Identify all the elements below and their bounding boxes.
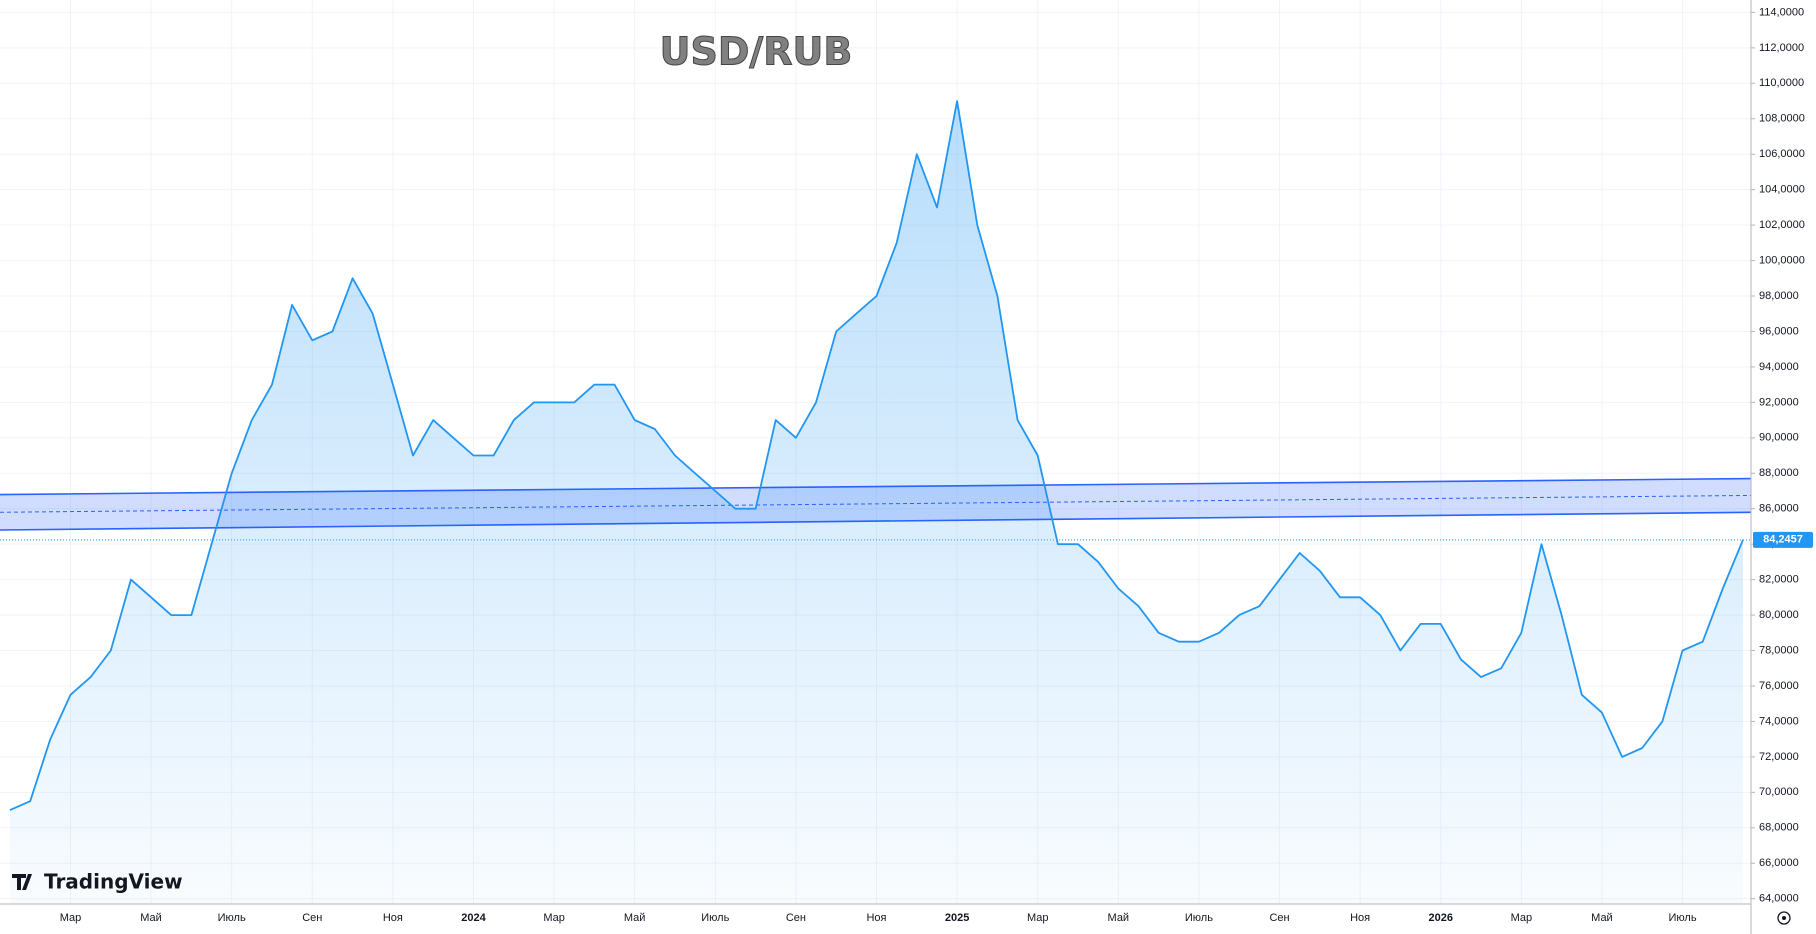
x-tick-label: Мар bbox=[543, 912, 565, 924]
y-tick-label: 80,0000 bbox=[1759, 609, 1799, 621]
y-tick-label: 82,0000 bbox=[1759, 574, 1799, 586]
x-tick-label: 2024 bbox=[461, 912, 486, 924]
logo: TradingView bbox=[12, 870, 183, 894]
y-tick-label: 110,0000 bbox=[1759, 77, 1804, 89]
y-tick-label: 88,0000 bbox=[1759, 467, 1799, 479]
y-tick-label: 112,0000 bbox=[1759, 42, 1804, 54]
y-tick-label: 64,0000 bbox=[1759, 893, 1799, 905]
settings-icon-dot[interactable] bbox=[1782, 916, 1786, 920]
x-tick-label: Ноя bbox=[866, 912, 886, 924]
y-tick-label: 100,0000 bbox=[1759, 254, 1805, 266]
area bbox=[10, 101, 1743, 904]
y-tick-label: 114,0000 bbox=[1759, 6, 1804, 18]
y-tick-label: 98,0000 bbox=[1759, 290, 1799, 302]
y-tick-label: 92,0000 bbox=[1759, 396, 1799, 408]
x-tick-label: Сен bbox=[302, 912, 322, 924]
axes: 64,0000 66,0000 68,0000 70,0000 72,0000 74,00… bbox=[60, 6, 1813, 924]
last-price-label: 84,2457 bbox=[1763, 534, 1803, 546]
y-tick-label: 70,0000 bbox=[1759, 786, 1799, 798]
y-tick-label: 76,0000 bbox=[1759, 680, 1799, 692]
watermark: TradingView bbox=[44, 870, 183, 894]
x-tick-label: Май bbox=[1108, 912, 1130, 924]
y-tick-label: 102,0000 bbox=[1759, 219, 1805, 231]
y-tick-label: 66,0000 bbox=[1759, 857, 1799, 869]
x-tick-label: Ноя bbox=[1350, 912, 1370, 924]
channel-lower bbox=[0, 511, 1752, 531]
plot bbox=[0, 100, 1752, 904]
logo-icon bbox=[12, 874, 32, 890]
settings-button[interactable] bbox=[1777, 911, 1791, 925]
y-tick-label: 68,0000 bbox=[1759, 822, 1799, 834]
y-tick-label: 94,0000 bbox=[1759, 361, 1799, 373]
x-tick-label: Ноя bbox=[383, 912, 403, 924]
x-tick-label: Сен bbox=[786, 912, 806, 924]
x-tick-label: Июль bbox=[218, 912, 246, 924]
x-tick-label: Май bbox=[624, 912, 646, 924]
x-tick-label: 2025 bbox=[945, 912, 969, 924]
x-tick-label: Май bbox=[1591, 912, 1613, 924]
y-tick-label: 78,0000 bbox=[1759, 644, 1799, 656]
settings-icon[interactable] bbox=[1777, 911, 1791, 925]
y-tick-label: 74,0000 bbox=[1759, 715, 1799, 727]
x-tick-label: Мар bbox=[1027, 912, 1049, 924]
x-tick-label: Июль bbox=[701, 912, 729, 924]
x-tick-label: Июль bbox=[1185, 912, 1213, 924]
y-tick-label: 108,0000 bbox=[1759, 113, 1805, 125]
y-tick-label: 104,0000 bbox=[1759, 184, 1805, 196]
channel-upper bbox=[0, 477, 1752, 496]
y-tick-label: 86,0000 bbox=[1759, 503, 1799, 515]
x-tick-label: Сен bbox=[1269, 912, 1289, 924]
last-price-box bbox=[1753, 531, 1813, 548]
chart-title: USD/RUB bbox=[660, 30, 853, 74]
y-tick-label: 90,0000 bbox=[1759, 432, 1799, 444]
x-tick-label: 2026 bbox=[1428, 912, 1452, 924]
y-tick-label: 96,0000 bbox=[1759, 325, 1799, 337]
y-tick-label: 106,0000 bbox=[1759, 148, 1805, 160]
x-tick-label: Июль bbox=[1669, 912, 1697, 924]
x-tick-label: Мар bbox=[60, 912, 82, 924]
y-tick-label: 72,0000 bbox=[1759, 751, 1799, 763]
x-tick-label: Май bbox=[140, 912, 162, 924]
line bbox=[9, 100, 1744, 811]
channel-middle bbox=[0, 494, 1752, 513]
x-tick-label: Мар bbox=[1511, 912, 1533, 924]
